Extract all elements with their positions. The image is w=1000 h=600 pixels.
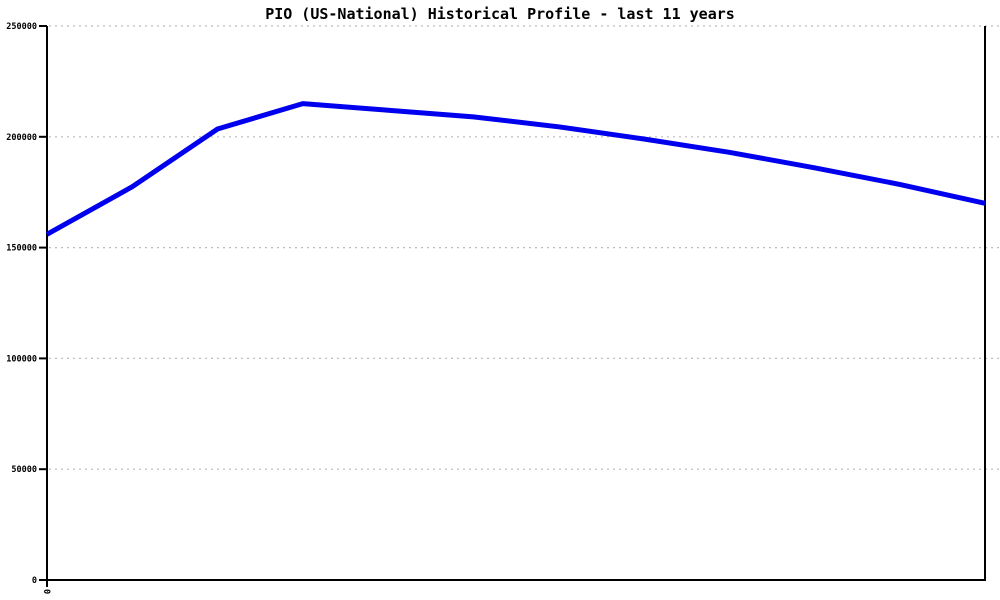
x-tick-label: 0 [41, 589, 51, 594]
y-tick-label: 200000 [6, 133, 37, 143]
data-line [45, 101, 986, 237]
y-tick-label: 0 [32, 576, 37, 586]
chart-title: PIO (US-National) Historical Profile - l… [265, 5, 735, 23]
y-tick-label: 100000 [6, 354, 37, 364]
y-tick-label: 250000 [6, 22, 37, 32]
y-tick-label: 150000 [6, 244, 37, 254]
y-tick-label: 50000 [11, 465, 37, 475]
